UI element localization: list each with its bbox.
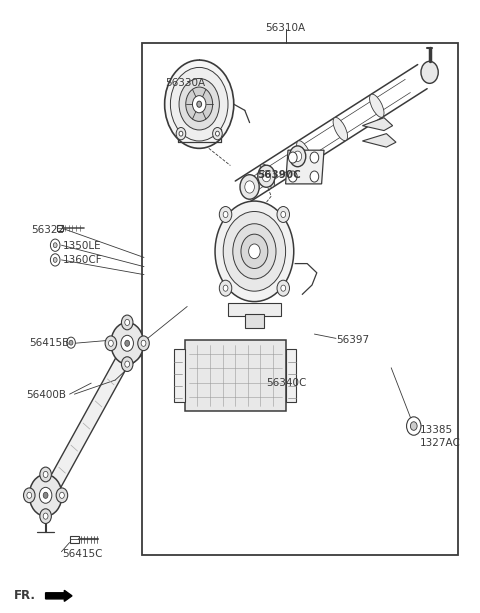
Circle shape xyxy=(105,336,117,351)
Bar xyxy=(57,225,63,231)
Circle shape xyxy=(67,337,75,348)
Text: 56390C: 56390C xyxy=(257,170,300,180)
Circle shape xyxy=(40,467,51,482)
Polygon shape xyxy=(286,150,324,184)
Circle shape xyxy=(43,471,48,478)
Circle shape xyxy=(240,175,259,199)
Text: 1350LE: 1350LE xyxy=(62,242,101,251)
Text: 56322: 56322 xyxy=(31,225,64,235)
Circle shape xyxy=(111,322,144,364)
Circle shape xyxy=(219,207,232,223)
Bar xyxy=(245,314,264,328)
Circle shape xyxy=(281,211,286,218)
Text: 1327AC: 1327AC xyxy=(420,438,461,447)
Circle shape xyxy=(223,285,228,291)
Ellipse shape xyxy=(297,141,311,164)
Circle shape xyxy=(186,87,213,121)
Text: 13385: 13385 xyxy=(420,425,453,435)
Circle shape xyxy=(165,60,234,148)
Circle shape xyxy=(53,243,57,248)
Circle shape xyxy=(223,211,286,291)
Polygon shape xyxy=(362,118,393,131)
Text: 56397: 56397 xyxy=(336,335,369,345)
Circle shape xyxy=(108,340,113,346)
Circle shape xyxy=(141,340,146,346)
Circle shape xyxy=(192,96,206,113)
Circle shape xyxy=(121,335,133,351)
Polygon shape xyxy=(362,134,396,147)
Circle shape xyxy=(121,315,133,330)
Circle shape xyxy=(125,319,130,326)
Circle shape xyxy=(223,211,228,218)
Text: 56415C: 56415C xyxy=(62,549,103,558)
Circle shape xyxy=(310,152,319,163)
Circle shape xyxy=(179,131,183,136)
Ellipse shape xyxy=(333,118,348,140)
Circle shape xyxy=(50,254,60,266)
Text: 56400B: 56400B xyxy=(26,390,66,400)
Circle shape xyxy=(407,417,421,435)
Bar xyxy=(185,340,286,411)
Circle shape xyxy=(24,488,35,503)
Bar xyxy=(286,349,296,402)
Circle shape xyxy=(39,487,52,503)
Circle shape xyxy=(262,170,271,181)
Circle shape xyxy=(233,224,276,279)
Circle shape xyxy=(289,146,306,167)
Circle shape xyxy=(277,207,289,223)
FancyArrow shape xyxy=(46,590,72,601)
Circle shape xyxy=(50,239,60,251)
Circle shape xyxy=(216,131,219,136)
Circle shape xyxy=(258,165,275,188)
Bar xyxy=(142,43,458,555)
Circle shape xyxy=(53,257,57,262)
Circle shape xyxy=(197,101,202,107)
Circle shape xyxy=(213,128,222,140)
Circle shape xyxy=(60,492,64,498)
Circle shape xyxy=(121,357,133,371)
Circle shape xyxy=(56,488,68,503)
Circle shape xyxy=(245,181,254,193)
Circle shape xyxy=(410,422,417,430)
Circle shape xyxy=(176,128,186,140)
Circle shape xyxy=(288,152,297,163)
Circle shape xyxy=(69,340,73,345)
Circle shape xyxy=(294,151,302,161)
Circle shape xyxy=(277,280,289,296)
Circle shape xyxy=(310,171,319,182)
Circle shape xyxy=(288,171,297,182)
Text: 56310A: 56310A xyxy=(265,23,306,32)
Text: 56330A: 56330A xyxy=(166,78,206,88)
Circle shape xyxy=(179,78,219,130)
Circle shape xyxy=(125,340,130,346)
Text: 1360CF: 1360CF xyxy=(62,255,102,265)
Circle shape xyxy=(421,61,438,83)
Ellipse shape xyxy=(260,164,275,187)
Circle shape xyxy=(27,492,32,498)
Circle shape xyxy=(249,244,260,259)
Circle shape xyxy=(138,336,149,351)
Text: 56415B: 56415B xyxy=(29,338,69,348)
Circle shape xyxy=(125,361,130,367)
Bar xyxy=(70,536,79,543)
Bar xyxy=(228,303,281,316)
Text: 56340C: 56340C xyxy=(266,378,307,388)
Polygon shape xyxy=(36,338,137,514)
Circle shape xyxy=(241,234,268,268)
Ellipse shape xyxy=(370,94,384,117)
Text: FR.: FR. xyxy=(13,589,36,603)
Circle shape xyxy=(43,513,48,519)
Circle shape xyxy=(43,492,48,498)
Circle shape xyxy=(29,474,62,516)
Circle shape xyxy=(170,67,228,141)
Circle shape xyxy=(215,201,294,302)
Circle shape xyxy=(219,280,232,296)
Circle shape xyxy=(281,285,286,291)
Circle shape xyxy=(40,509,51,524)
Bar xyxy=(174,349,185,402)
